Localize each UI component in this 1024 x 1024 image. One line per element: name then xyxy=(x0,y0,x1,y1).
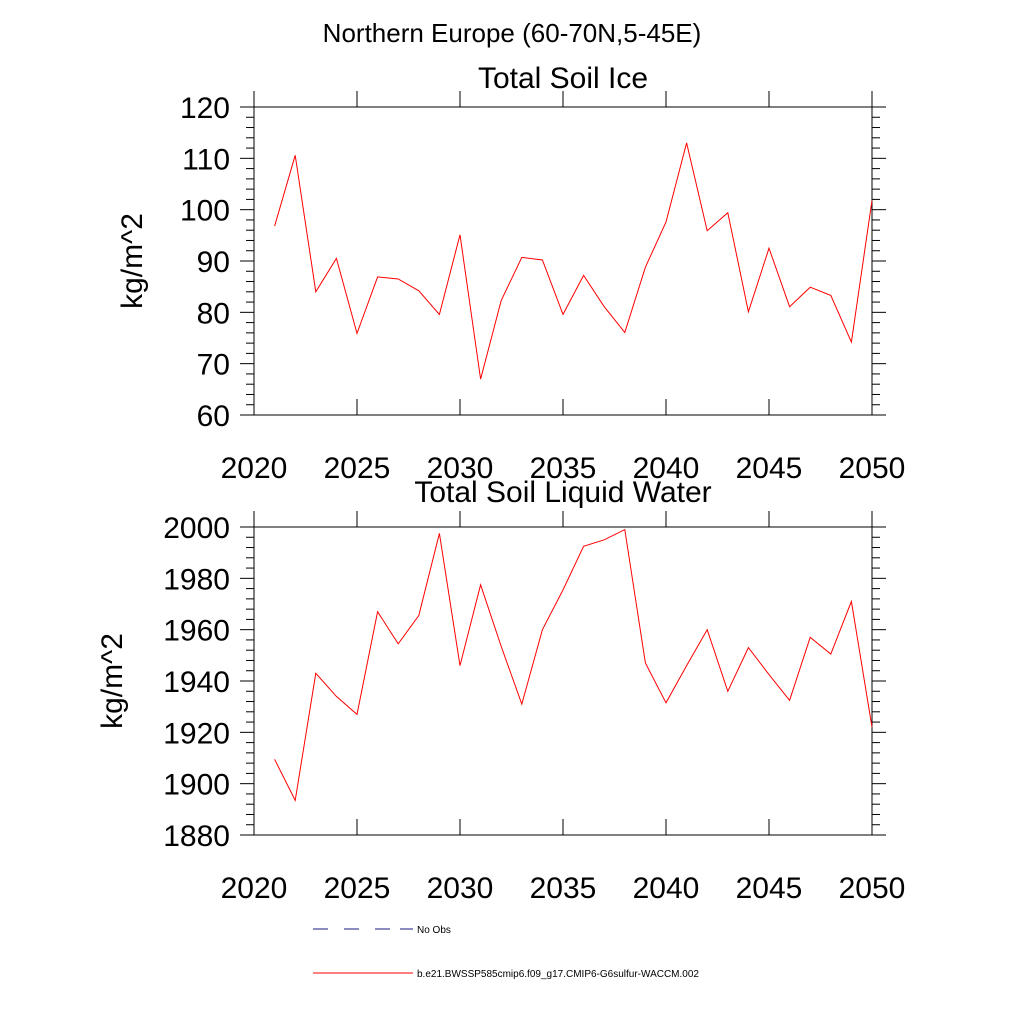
plot-frame xyxy=(253,106,873,416)
chart-total-soil-liquid-water: Total Soil Liquid Water kg/m^2 2020 2025 203… xyxy=(96,476,905,905)
x-tick-label: 2030 xyxy=(427,452,494,485)
y-axis-label: kg/m^2 xyxy=(116,213,149,309)
plot-frame xyxy=(253,526,873,836)
x-tick-label: 2045 xyxy=(736,452,803,485)
x-tick-label: 2050 xyxy=(839,872,906,905)
y-tick-label: 1920 xyxy=(163,717,230,750)
chart-title: Total Soil Liquid Water xyxy=(414,476,711,509)
x-tick-label: 2035 xyxy=(530,452,597,485)
y-tick-label: 70 xyxy=(197,349,230,382)
x-tick-label: 2030 xyxy=(427,872,494,905)
legend: No Obs b.e21.BWSSP585cmip6.f09_g17.CMIP6… xyxy=(313,925,699,980)
y-tick-label: 1960 xyxy=(163,615,230,648)
y-tick-label: 2000 xyxy=(163,512,230,545)
y-tick-label: 110 xyxy=(182,143,230,176)
y-axis-label: kg/m^2 xyxy=(96,633,129,729)
x-tick-label: 2025 xyxy=(324,872,391,905)
x-tick-label: 2050 xyxy=(839,452,906,485)
x-tick-label: 2020 xyxy=(221,452,288,485)
x-tick-label: 2040 xyxy=(633,452,700,485)
y-tick-label: 90 xyxy=(197,246,230,279)
chart-title: Total Soil Ice xyxy=(478,62,648,95)
chart-total-soil-ice: Total Soil Ice kg/m^2 2020 2025 2030 2035 2040… xyxy=(116,62,905,485)
x-tick-label: 2025 xyxy=(324,452,391,485)
y-tick-label: 1900 xyxy=(163,769,230,802)
y-tick-label: 80 xyxy=(197,297,230,330)
series-line xyxy=(274,528,873,803)
x-tick-label: 2045 xyxy=(736,872,803,905)
y-tick-label: 1940 xyxy=(163,666,230,699)
y-tick-label: 100 xyxy=(180,195,230,228)
y-tick-label: 1880 xyxy=(163,820,230,853)
x-tick-label: 2035 xyxy=(530,872,597,905)
y-tick-label: 1980 xyxy=(163,563,230,596)
figure-suptitle: Northern Europe (60-70N,5-45E) xyxy=(323,18,702,48)
series-line xyxy=(274,142,873,380)
legend-label-model: b.e21.BWSSP585cmip6.f09_g17.CMIP6-G6sulf… xyxy=(417,969,699,980)
x-tick-label: 2020 xyxy=(221,872,288,905)
legend-label-no-obs: No Obs xyxy=(417,925,451,936)
y-tick-label: 120 xyxy=(180,92,230,125)
x-tick-label: 2040 xyxy=(633,872,700,905)
y-tick-label: 60 xyxy=(197,400,230,433)
